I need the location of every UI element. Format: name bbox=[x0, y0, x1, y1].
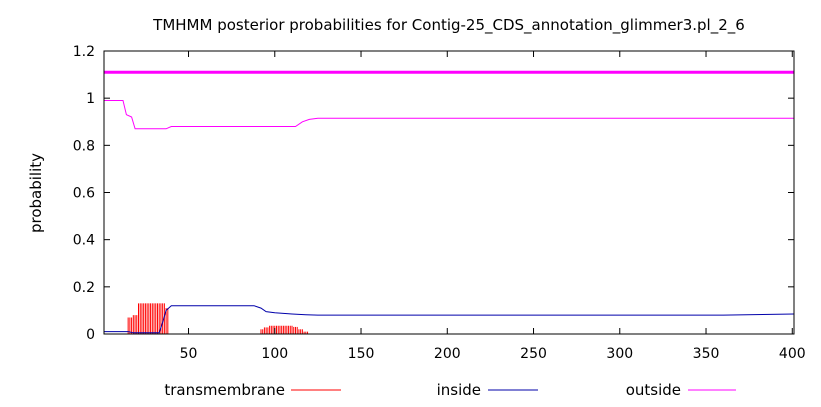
series-transmembrane bbox=[127, 303, 309, 334]
legend-label-transmembrane: transmembrane bbox=[164, 381, 285, 399]
series-inside-line bbox=[104, 305, 795, 334]
chart-title: TMHMM posterior probabilities for Contig… bbox=[152, 16, 745, 35]
x-tick-label: 200 bbox=[434, 346, 461, 362]
plot-frame bbox=[103, 50, 795, 335]
y-tick-label: 0 bbox=[86, 327, 95, 343]
y-tick-label: 0.4 bbox=[73, 233, 95, 249]
y-tick-label: 0.2 bbox=[73, 280, 95, 296]
plot-layer bbox=[104, 70, 795, 334]
y-tick-label: 1.2 bbox=[73, 44, 95, 60]
y-axis-label: probability bbox=[27, 153, 45, 233]
legend: transmembrane inside outside bbox=[164, 381, 736, 399]
axis-layer: 0 0.2 0.4 0.6 0.8 1 1.2 50 100 150 200 250 300 350 400 bbox=[73, 44, 806, 362]
legend-label-inside: inside bbox=[437, 381, 481, 399]
y-tick-label: 1 bbox=[86, 91, 95, 107]
x-tick-label: 300 bbox=[606, 346, 633, 362]
x-tick-label: 150 bbox=[348, 346, 375, 362]
x-tick-label: 400 bbox=[779, 346, 806, 362]
y-tick-label: 0.8 bbox=[73, 138, 95, 154]
series-outside-line bbox=[104, 100, 794, 130]
x-tick-label: 250 bbox=[520, 346, 547, 362]
x-tick-label: 100 bbox=[261, 346, 288, 362]
x-tick-label: 50 bbox=[180, 346, 198, 362]
y-tick-label: 0.6 bbox=[73, 186, 95, 202]
x-tick-label: 350 bbox=[693, 346, 720, 362]
legend-label-outside: outside bbox=[626, 381, 681, 399]
